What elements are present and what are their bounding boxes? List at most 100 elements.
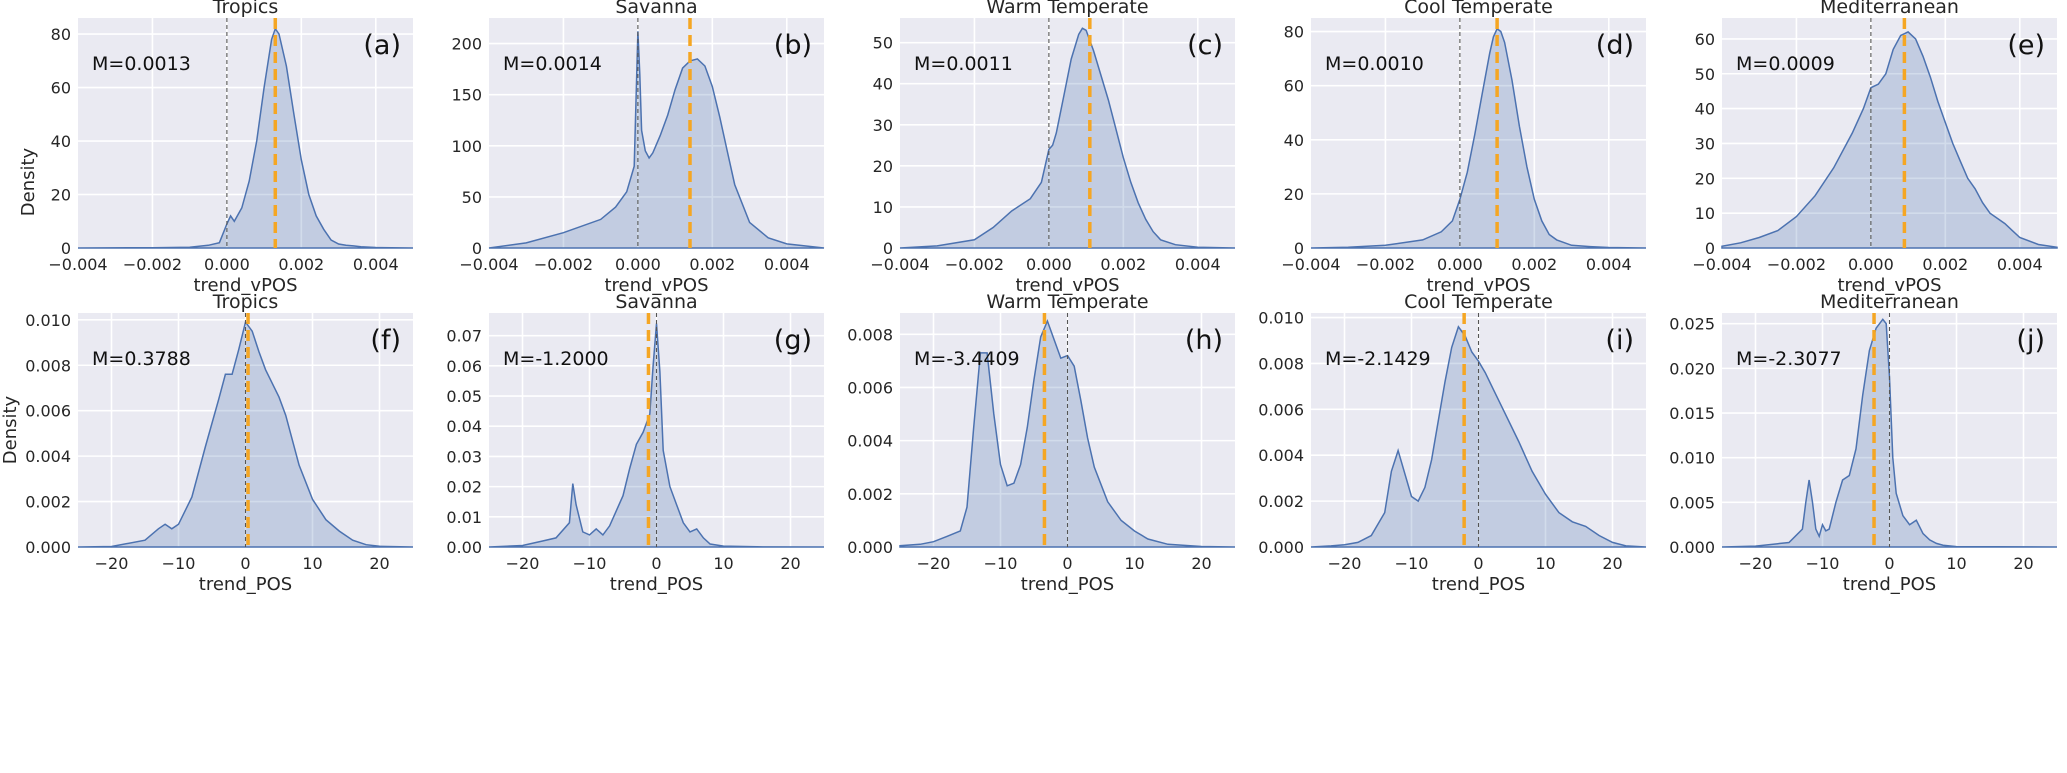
panel-j: −20 −10 0 10 20 0.000 0.005 0.010 0.015 0.020 0.02… (1669, 291, 2058, 595)
y-tick-label: 0.000 (847, 538, 893, 557)
y-tick-label: 50 (873, 34, 893, 53)
y-tick-label: 0 (883, 239, 893, 258)
y-tick-label: 80 (51, 25, 71, 44)
panel-i: −20 −10 0 10 20 0.000 0.002 0.004 0.006 0.008 0.01… (1258, 291, 1647, 595)
x-tick-label: 0.002 (1511, 255, 1557, 274)
density-label-top: Density (18, 147, 39, 216)
x-tick-label: −20 (506, 554, 540, 573)
x-tick-label: −0.004 (870, 255, 929, 274)
x-tick-label: 0 (1473, 554, 1483, 573)
panel-label: (f) (370, 325, 401, 356)
x-tick-label: 0.000 (1848, 255, 1894, 274)
y-tick-label: 0 (472, 239, 482, 258)
x-axis-label: trend_vPOS (1015, 275, 1119, 296)
y-tick-label: 0 (1705, 239, 1715, 258)
x-tick-label: 20 (1191, 554, 1211, 573)
y-tick-label: 20 (51, 186, 71, 205)
x-tick-label: 20 (369, 554, 389, 573)
median-value-text: M=-3.4409 (914, 348, 1020, 370)
panel-title: Cool Temperate (1404, 291, 1553, 313)
kde-curve (899, 27, 1236, 249)
plot-background (1722, 18, 2057, 248)
y-tick-label: 0.008 (847, 325, 893, 344)
y-tick-label: 20 (1284, 185, 1304, 204)
y-tick-label: 40 (51, 132, 71, 151)
y-tick-label: 40 (1695, 100, 1715, 119)
x-tick-label: −10 (573, 554, 607, 573)
x-tick-label: −20 (917, 554, 951, 573)
panel-label: (d) (1596, 30, 1634, 61)
panel-title: Mediterranean (1820, 291, 1959, 313)
median-value-text: M=0.0013 (92, 53, 191, 75)
panel-title: Cool Temperate (1404, 0, 1553, 18)
panels: −0.004 −0.002 0.000 0.002 0.004020406080Trop… (25, 0, 2058, 595)
median-value-text: M=0.0009 (1736, 53, 1835, 75)
y-tick-label: 0.015 (1669, 404, 1715, 423)
y-tick-label: 0.002 (1258, 492, 1304, 511)
y-tick-label: 50 (462, 188, 482, 207)
x-tick-label: −0.002 (1356, 255, 1415, 274)
y-tick-label: 60 (1695, 30, 1715, 49)
y-tick-label: 0.000 (25, 538, 71, 557)
plot-background (489, 18, 824, 248)
y-tick-label: 60 (1284, 77, 1304, 96)
y-tick-label: 200 (451, 35, 482, 54)
plot-background (900, 18, 1235, 248)
panel-title: Tropics (212, 291, 279, 313)
y-tick-label: 0.03 (446, 447, 482, 466)
y-tick-label: 0.025 (1669, 315, 1715, 334)
panel-label: (c) (1187, 30, 1223, 61)
y-tick-label: 0.010 (1258, 309, 1304, 328)
panel-title: Warm Temperate (986, 291, 1148, 313)
x-axis-label: trend_POS (199, 574, 292, 595)
x-tick-label: 0.004 (1997, 255, 2043, 274)
x-tick-label: 10 (1946, 554, 1966, 573)
x-tick-label: −0.002 (1767, 255, 1826, 274)
x-tick-label: 0.004 (1175, 255, 1221, 274)
y-tick-label: 0.010 (25, 311, 71, 330)
panel-label: (b) (774, 30, 812, 61)
panel-c: −0.004 −0.002 0.000 0.002 0.004 0 10 20 30 40 50 Wa… (870, 0, 1236, 296)
x-axis-label: trend_vPOS (1837, 275, 1941, 296)
panel-label: (i) (1605, 325, 1634, 356)
panel-d: −0.004 −0.002 0.000 0.002 0.004 0 20 40 60 80 Cool… (1281, 0, 1647, 296)
x-tick-label: 0.004 (1586, 255, 1632, 274)
panel-title: Mediterranean (1820, 0, 1959, 18)
y-tick-label: 0.004 (847, 432, 893, 451)
y-tick-label: 0.006 (847, 378, 893, 397)
x-tick-label: 20 (1602, 554, 1622, 573)
y-tick-label: 100 (451, 137, 482, 156)
x-axis-label: trend_POS (610, 574, 703, 595)
panel-title: Savanna (615, 291, 697, 313)
panel-a: −0.004 −0.002 0.000 0.002 0.004 0 20 40 60 80 Trop… (48, 0, 414, 296)
y-tick-label: 0.004 (1258, 446, 1304, 465)
x-axis-label: trend_POS (1021, 574, 1114, 595)
y-tick-label: 30 (1695, 134, 1715, 153)
y-tick-label: 0.002 (847, 485, 893, 504)
x-tick-label: 10 (1535, 554, 1555, 573)
panel-h: −20 −10 0 10 20 0.000 0.002 0.004 0.006 0.008 Warm… (847, 291, 1236, 595)
y-tick-label: 40 (1284, 131, 1304, 150)
panel-label: (a) (363, 30, 401, 61)
median-value-text: M=-1.2000 (503, 348, 609, 370)
median-value-text: M=0.3788 (92, 348, 191, 370)
x-tick-label: 0.000 (1026, 255, 1072, 274)
x-tick-label: 20 (2013, 554, 2033, 573)
y-tick-label: 20 (873, 157, 893, 176)
y-tick-label: 0.02 (446, 478, 482, 497)
y-tick-label: 0.00 (446, 538, 482, 557)
y-tick-label: 50 (1695, 65, 1715, 84)
y-tick-label: 10 (1695, 204, 1715, 223)
y-tick-label: 150 (451, 86, 482, 105)
y-tick-label: 0.06 (446, 357, 482, 376)
x-tick-label: −0.002 (534, 255, 593, 274)
panel-e: −0.004 −0.002 0.000 0.002 0.004 0 10 20 30 40 50 60… (1692, 0, 2058, 296)
x-tick-label: −20 (1328, 554, 1362, 573)
x-tick-label: −0.004 (459, 255, 518, 274)
panel-label: (h) (1185, 325, 1223, 356)
plot-background (78, 18, 413, 248)
x-tick-label: −20 (95, 554, 129, 573)
x-tick-label: 0.004 (353, 255, 399, 274)
y-tick-label: 30 (873, 116, 893, 135)
